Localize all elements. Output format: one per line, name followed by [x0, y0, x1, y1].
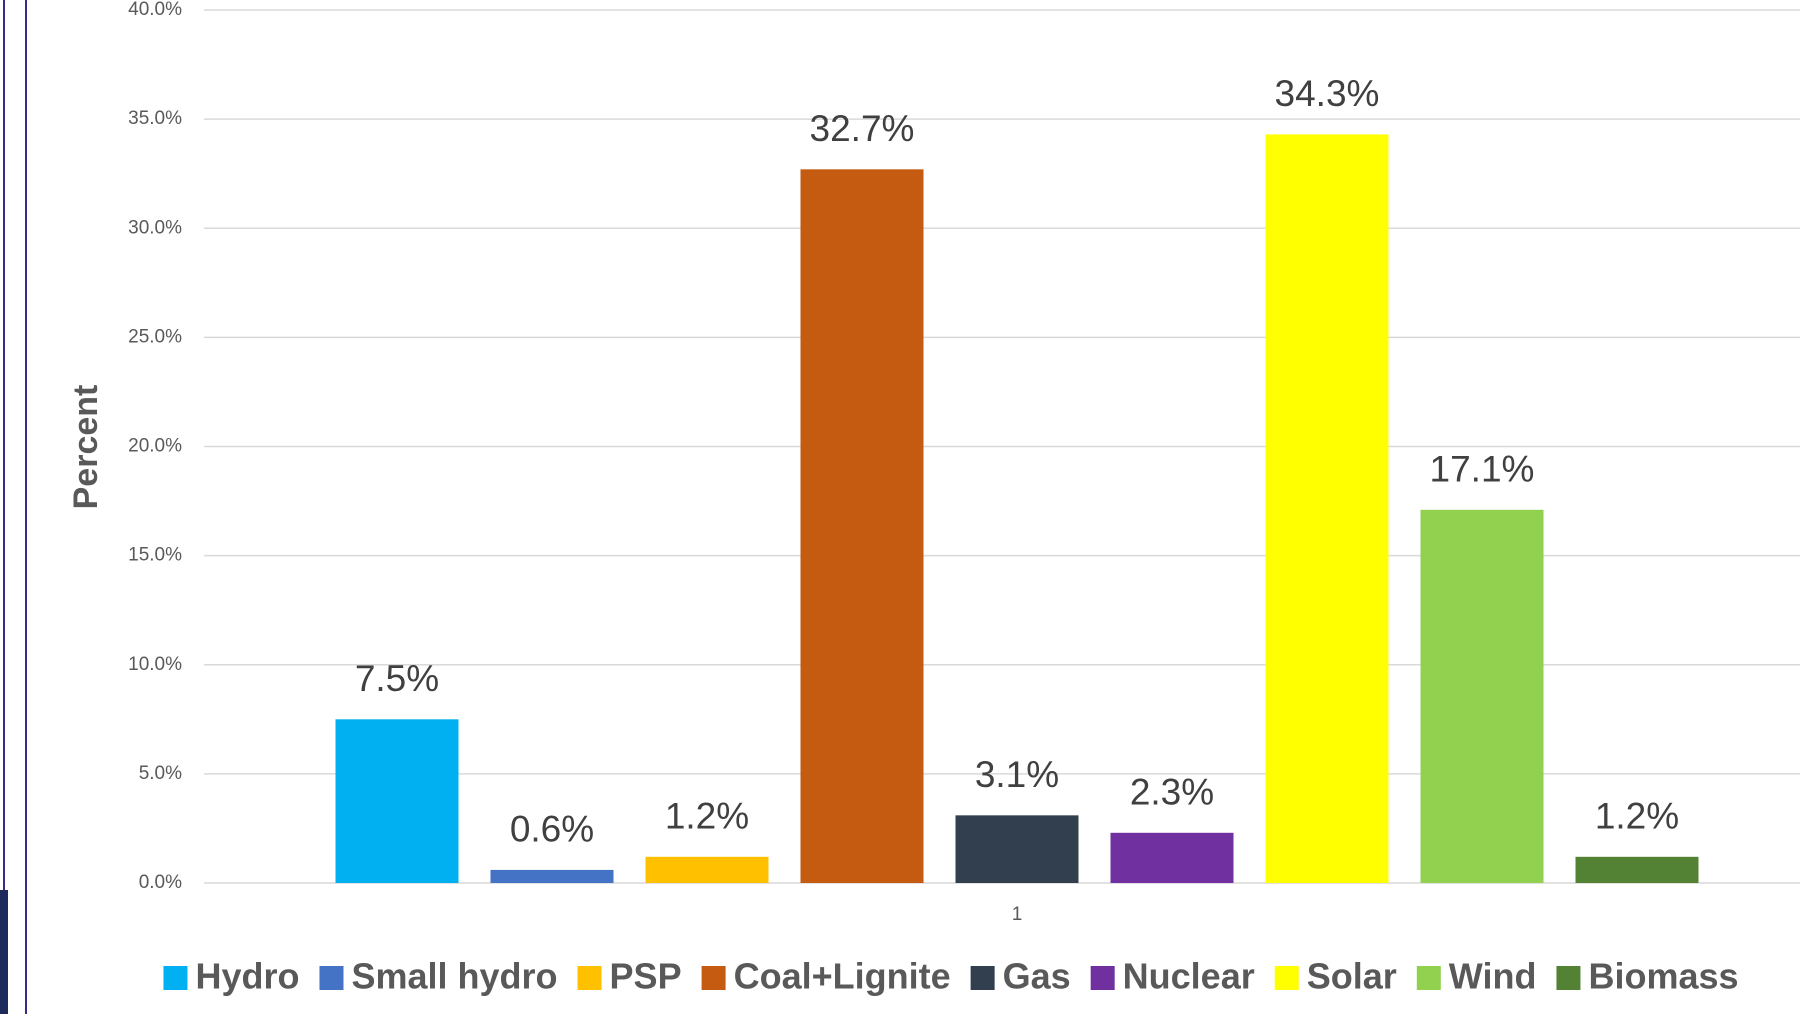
data-label: 17.1%: [1430, 449, 1535, 490]
legend-label: PSP: [610, 956, 682, 997]
legend-label: Nuclear: [1123, 956, 1255, 997]
legend-swatch: [970, 966, 995, 990]
legend-label: Biomass: [1588, 956, 1738, 997]
legend-swatch: [577, 966, 602, 990]
frame-block: [0, 890, 8, 1014]
legend-label: Coal+Lignite: [734, 956, 951, 997]
bar: [1110, 832, 1234, 883]
legend-swatch: [163, 966, 188, 990]
bar: [490, 869, 614, 883]
bar: [1575, 856, 1699, 883]
y-tick-label: 30.0%: [128, 217, 182, 238]
data-label: 34.3%: [1275, 73, 1380, 114]
data-label: 7.5%: [355, 658, 439, 699]
bar: [800, 169, 924, 883]
bar: [955, 815, 1079, 883]
legend-label: Solar: [1307, 956, 1397, 997]
y-tick-label: 10.0%: [128, 654, 182, 675]
legend-swatch: [1556, 966, 1581, 990]
y-tick-label: 35.0%: [128, 108, 182, 129]
legend-label: Wind: [1449, 956, 1537, 997]
legend-swatch: [1416, 966, 1441, 990]
legend-label: Hydro: [195, 956, 299, 997]
data-label: 2.3%: [1130, 772, 1214, 813]
bar: [1265, 134, 1389, 884]
legend-swatch: [319, 966, 344, 990]
bar: [1420, 509, 1544, 883]
data-label: 1.2%: [1595, 796, 1679, 837]
data-label: 32.7%: [810, 108, 915, 149]
y-tick-label: 40.0%: [128, 0, 182, 20]
data-label: 1.2%: [665, 796, 749, 837]
legend-swatch: [701, 966, 726, 990]
data-label: 0.6%: [510, 809, 594, 850]
legend-swatch: [1274, 966, 1299, 990]
bar: [645, 856, 769, 883]
data-label: 3.1%: [975, 754, 1059, 795]
y-tick-label: 25.0%: [128, 326, 182, 347]
y-tick-label: 5.0%: [139, 763, 182, 784]
x-tick-label: 1: [1012, 904, 1023, 925]
legend-swatch: [1090, 966, 1115, 990]
legend-label: Gas: [1003, 956, 1071, 997]
y-tick-label: 0.0%: [139, 872, 182, 893]
y-tick-label: 20.0%: [128, 436, 182, 457]
y-tick-label: 15.0%: [128, 545, 182, 566]
bar: [335, 719, 459, 883]
legend-label: Small hydro: [351, 956, 557, 997]
y-axis-title: Percent: [67, 385, 105, 510]
